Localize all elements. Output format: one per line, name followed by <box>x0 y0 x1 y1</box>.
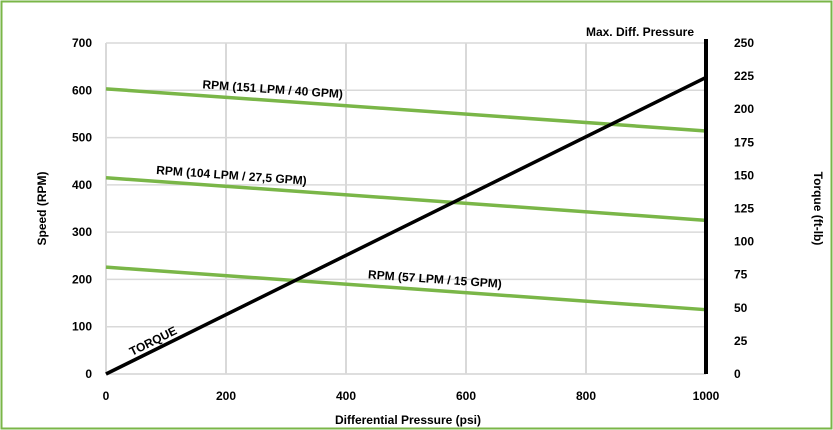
y-axis-title: Speed (RPM) <box>35 171 49 245</box>
y2-tick-label: 125 <box>734 202 754 216</box>
y2-tick-label: 75 <box>734 268 748 282</box>
series-line-1 <box>105 176 707 223</box>
y2-tick-label: 200 <box>734 102 754 116</box>
y2-tick-label: 25 <box>734 334 748 348</box>
y2-tick-label: 50 <box>734 301 748 315</box>
x-tick-label: 400 <box>336 389 356 403</box>
y-tick-label: 100 <box>72 320 92 334</box>
y-tick-label: 300 <box>72 225 92 239</box>
y-tick-label: 500 <box>72 131 92 145</box>
y2-tick-label: 100 <box>734 235 754 249</box>
x-tick-label: 1000 <box>693 389 720 403</box>
series-line-3 <box>105 75 707 376</box>
y2-tick-label: 0 <box>734 367 741 381</box>
y2-tick-label: 175 <box>734 135 754 149</box>
x-tick-label: 200 <box>216 389 236 403</box>
y-tick-label: 400 <box>72 178 92 192</box>
y-tick-label: 600 <box>72 83 92 97</box>
max-pressure-label: Max. Diff. Pressure <box>586 25 694 39</box>
series-line-2 <box>105 265 707 312</box>
y2-tick-label: 250 <box>734 36 754 50</box>
x-tick-label: 0 <box>103 389 110 403</box>
y-tick-label: 200 <box>72 272 92 286</box>
x-axis-title: Differential Pressure (psi) <box>335 413 481 427</box>
series-line-0 <box>105 87 707 133</box>
y2-tick-label: 150 <box>734 168 754 182</box>
x-tick-label: 800 <box>576 389 596 403</box>
y2-axis-title: Torque (ft-lb) <box>811 172 825 246</box>
x-tick-label: 600 <box>456 389 476 403</box>
y-tick-label: 700 <box>72 36 92 50</box>
y2-tick-label: 225 <box>734 69 754 83</box>
y-tick-label: 0 <box>85 367 92 381</box>
